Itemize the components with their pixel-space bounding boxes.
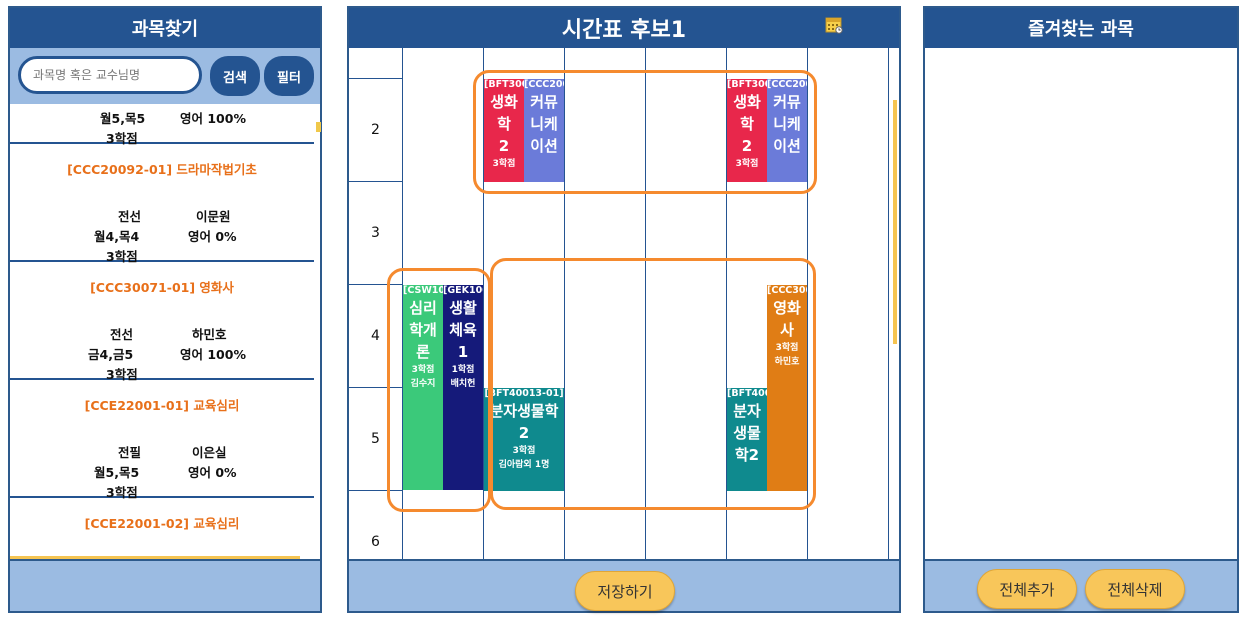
course-block-physical-education[interactable]: [GEK10002] 생활체육 1 1학점 배치헌 [443, 285, 483, 490]
favorites-title: 즐겨찾는 과목 [925, 8, 1237, 48]
course-block-biochemistry[interactable]: [BFT30001] 생화학 2 3학점 [727, 79, 767, 182]
course-block-molecular-biology[interactable]: [BFT40001] 분자생물학2 [727, 388, 767, 491]
horizontal-scrollbar[interactable] [10, 556, 300, 559]
course-search-title: 과목찾기 [10, 8, 320, 48]
highlight-outline [387, 268, 491, 512]
period-label: 5 [371, 431, 380, 447]
course-credit: 3학점 [106, 367, 138, 382]
course-search-footer [10, 559, 320, 611]
course-type: 전선 [110, 327, 134, 342]
course-credit: 3학점 [106, 249, 138, 264]
course-english-ratio: 영어 100% [180, 111, 246, 126]
course-search-panel: 과목찾기 검색 필터 월5,목5 영어 100% 3학점 [CCC20092-0… [8, 6, 322, 613]
course-professor: 하민호 [192, 327, 227, 342]
favorites-footer: 전체추가 전체삭제 [925, 559, 1237, 611]
period-label: 4 [371, 328, 380, 344]
delete-all-button[interactable]: 전체삭제 [1085, 569, 1185, 609]
search-button[interactable]: 검색 [210, 56, 260, 96]
search-bar: 검색 필터 [10, 48, 320, 104]
list-item[interactable]: [CCC20092-01] 드라마작법기초 전선 이문원 월4,목4 영어 0%… [10, 144, 314, 264]
calendar-icon[interactable] [825, 16, 843, 34]
course-block-psychology[interactable]: [CSW10004] 심리학개론 3학점 김수지 [403, 285, 443, 490]
list-item[interactable]: [CCE22001-01] 교육심리 전필 이은실 월5,목5 영어 0% 3학… [10, 380, 314, 500]
list-item[interactable]: [CCE22001-02] 교육심리 [10, 498, 314, 560]
timetable-footer: 저장하기 [349, 559, 899, 611]
course-time: 금4,금5 [88, 347, 134, 362]
course-block-molecular-biology[interactable]: [BFT40013-01] 분자생물학 2 3학점 김아람외 1명 [484, 388, 564, 491]
course-time: 월5,목5 [100, 111, 146, 126]
favorites-panel: 즐겨찾는 과목 전체추가 전체삭제 [923, 6, 1239, 613]
course-title[interactable]: [CCC20092-01] 드라마작법기초 [67, 162, 257, 177]
save-button[interactable]: 저장하기 [575, 571, 675, 611]
course-professor: 이문원 [196, 209, 231, 224]
course-time: 월5,목5 [94, 465, 140, 480]
scrollbar[interactable] [316, 122, 321, 132]
filter-button[interactable]: 필터 [264, 56, 314, 96]
period-label: 3 [371, 225, 380, 241]
course-english-ratio: 영어 0% [188, 229, 237, 244]
search-input[interactable] [18, 56, 202, 94]
list-item[interactable]: 월5,목5 영어 100% 3학점 [10, 104, 314, 146]
list-item[interactable]: [CCC30071-01] 영화사 전선 하민호 금4,금5 영어 100% 3… [10, 262, 314, 382]
highlight-outline [490, 258, 816, 510]
timetable-grid: 2 3 4 5 6 [BFT30001] 생화학 2 3학점 [CCC20001… [349, 48, 899, 560]
course-credit: 3학점 [106, 485, 138, 500]
course-title[interactable]: [CCE22001-01] 교육심리 [84, 398, 240, 413]
course-list: 월5,목5 영어 100% 3학점 [CCC20092-01] 드라마작법기초 … [10, 104, 314, 560]
course-english-ratio: 영어 0% [188, 465, 237, 480]
course-block-biochemistry[interactable]: [BFT30001] 생화학 2 3학점 [484, 79, 524, 182]
course-english-ratio: 영어 100% [180, 347, 246, 362]
course-block-communication[interactable]: [CCC20001] 커뮤니케이션 [767, 79, 807, 182]
course-type: 전필 [118, 445, 142, 460]
course-time: 월4,목4 [94, 229, 140, 244]
course-professor: 이은실 [192, 445, 227, 460]
period-label: 6 [371, 534, 380, 550]
course-credit: 3학점 [106, 131, 138, 146]
add-all-button[interactable]: 전체추가 [977, 569, 1077, 609]
course-block-communication[interactable]: [CCC20001] 커뮤니케이션 [524, 79, 564, 182]
scrollbar[interactable] [893, 100, 897, 344]
course-title[interactable]: [CCC30071-01] 영화사 [90, 280, 234, 295]
course-type: 전선 [118, 209, 142, 224]
course-title[interactable]: [CCE22001-02] 교육심리 [84, 516, 240, 531]
timetable-title: 시간표 후보1 [349, 8, 899, 48]
course-block-film-history[interactable]: [CCC30001] 영화사 3학점 하민호 [767, 285, 807, 491]
timetable-panel: 시간표 후보1 2 3 4 5 6 [BFT30001] [347, 6, 901, 613]
highlight-outline [473, 70, 817, 194]
period-label: 2 [371, 122, 380, 138]
